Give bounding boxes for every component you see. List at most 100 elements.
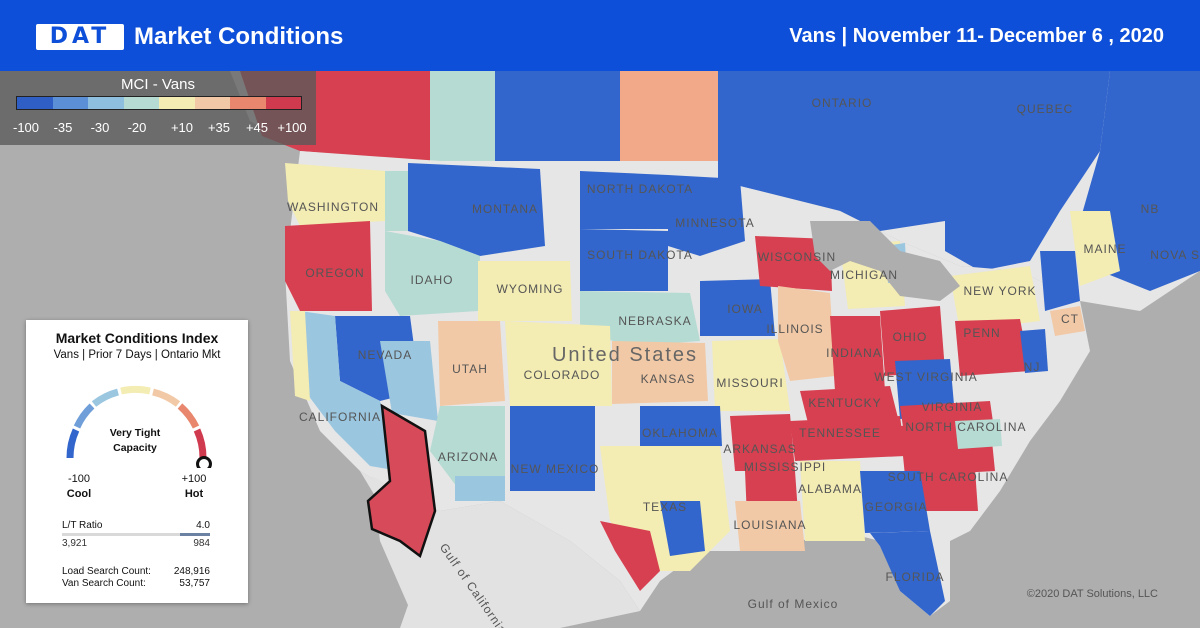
region-oregon (285, 221, 372, 311)
label-utah: UTAH (452, 362, 488, 376)
load-count: 3,921 (62, 538, 88, 549)
region-kansas (612, 341, 708, 404)
great-lakes (810, 221, 960, 301)
legend-tick: -30 (90, 120, 110, 135)
region-montana (408, 163, 545, 256)
label-minnesota: MINNESOTA (675, 216, 754, 230)
gauge-seg-3 (91, 388, 120, 407)
gauge-seg-2 (73, 403, 95, 429)
gauge-seg-5 (152, 388, 181, 407)
region-ct (1050, 306, 1085, 336)
dat-logo: DAT (36, 24, 124, 50)
gauge-seg-1 (66, 428, 80, 459)
region-ohio (880, 306, 945, 376)
gauge-min-value: -100 (67, 473, 91, 485)
label-illinois: ILLINOIS (766, 322, 823, 336)
gauge-seg-4 (120, 385, 151, 395)
header-bar: DAT Market Conditions Vans | November 11… (0, 0, 1200, 71)
legend-tick: -100 (12, 120, 40, 135)
region-ny (950, 266, 1040, 331)
label-north-dakota: NORTH DAKOTA (587, 182, 693, 196)
region-tx-blue (660, 501, 705, 556)
label-indiana: INDIANA (826, 346, 882, 360)
region-quebec (945, 71, 1110, 271)
label-mississippi: MISSISSIPPI (744, 460, 826, 474)
region-florida (870, 531, 945, 616)
label-louisiana: LOUISIANA (733, 518, 806, 532)
van-search-label: Van Search Count: (62, 578, 146, 589)
label-ohio: OHIO (893, 330, 928, 344)
lt-ratio-fill (180, 533, 210, 536)
region-iowa (700, 279, 775, 336)
label-penn: PENN (963, 326, 1000, 340)
legend-color-scale (16, 96, 302, 110)
region-n-dakota (580, 171, 668, 229)
region-alberta (430, 71, 495, 161)
region-wisconsin (755, 236, 832, 291)
label-michigan: MICHIGAN (830, 268, 898, 282)
label-tennessee: TENNESSEE (799, 426, 881, 440)
label-new-york: NEW YORK (963, 284, 1036, 298)
region-sask (495, 71, 620, 161)
region-tx-red (600, 521, 660, 591)
legend-tick: -35 (53, 120, 73, 135)
mci-legend: MCI - Vans -100 -35 -30 -20 +10 +35 +45 … (0, 71, 316, 145)
region-nevada-sky (380, 341, 438, 421)
legend-swatch-3 (88, 97, 124, 109)
region-manitoba (620, 71, 718, 161)
region-nj (1020, 329, 1048, 373)
region-louisiana (735, 501, 805, 551)
label-alabama: ALABAMA (798, 482, 862, 496)
region-oklahoma (640, 406, 722, 451)
label-florida: FLORIDA (885, 570, 944, 584)
legend-tick: +100 (277, 120, 307, 135)
label-nebraska: NEBRASKA (618, 314, 691, 328)
panel-title: Market Conditions Index (55, 330, 219, 346)
legend-swatch-2 (52, 97, 88, 109)
region-wyoming (478, 261, 572, 321)
market-map[interactable]: ONTARIO QUEBEC NB NOVA SC WASHINGTON MON… (0, 71, 1200, 628)
label-california: CALIFORNIA (299, 410, 381, 424)
label-ontario: ONTARIO (812, 96, 873, 110)
label-virginia: VIRGINIA (922, 400, 983, 414)
label-kentucky: KENTUCKY (808, 396, 881, 410)
label-south-dakota: SOUTH DAKOTA (587, 248, 693, 262)
date-range-subtitle: Vans | November 11- December 6 , 2020 (789, 25, 1164, 47)
region-colorado (505, 321, 612, 406)
label-south-carolina: SOUTH CAROLINA (888, 470, 1009, 484)
legend-title: MCI - Vans (121, 76, 195, 93)
selected-market-ontario (366, 403, 437, 559)
mci-gauge (66, 385, 212, 468)
region-ontario (718, 71, 945, 231)
region-new-mexico (510, 406, 595, 491)
region-arizona (430, 406, 505, 491)
legend-tick: +35 (207, 120, 231, 135)
lt-ratio-bar (62, 533, 210, 536)
label-united-states: United States (552, 344, 698, 366)
legend-tick: +10 (170, 120, 194, 135)
region-alabama (800, 461, 865, 541)
legend-swatch-1 (17, 97, 53, 109)
region-new-england (1040, 251, 1080, 311)
gauge-max-value: +100 (181, 473, 207, 485)
region-nc-teal (955, 419, 1002, 449)
page-title: Market Conditions (134, 23, 344, 50)
region-n-idaho (385, 171, 408, 231)
region-washington (285, 163, 385, 226)
label-arizona: ARIZONA (438, 450, 498, 464)
label-new-mexico: NEW MEXICO (511, 462, 600, 476)
legend-swatch-6 (194, 97, 230, 109)
panel-subtitle: Vans | Prior 7 Days | Ontario Mkt (53, 349, 221, 361)
region-ca-yellow (290, 311, 310, 401)
label-colorado: COLORADO (524, 368, 601, 382)
capacity-status: Very Tight Capacity (109, 427, 161, 454)
label-gulf-of-mexico: Gulf of Mexico (748, 597, 839, 611)
region-georgia (860, 471, 930, 533)
legend-tick: -20 (127, 120, 147, 135)
label-nb: NB (1141, 202, 1160, 216)
gauge-max-label: Hot (184, 488, 204, 500)
region-utah (438, 321, 505, 406)
legend-swatch-4 (123, 97, 159, 109)
label-north-carolina: NORTH CAROLINA (905, 420, 1026, 434)
label-missouri: MISSOURI (716, 376, 783, 390)
